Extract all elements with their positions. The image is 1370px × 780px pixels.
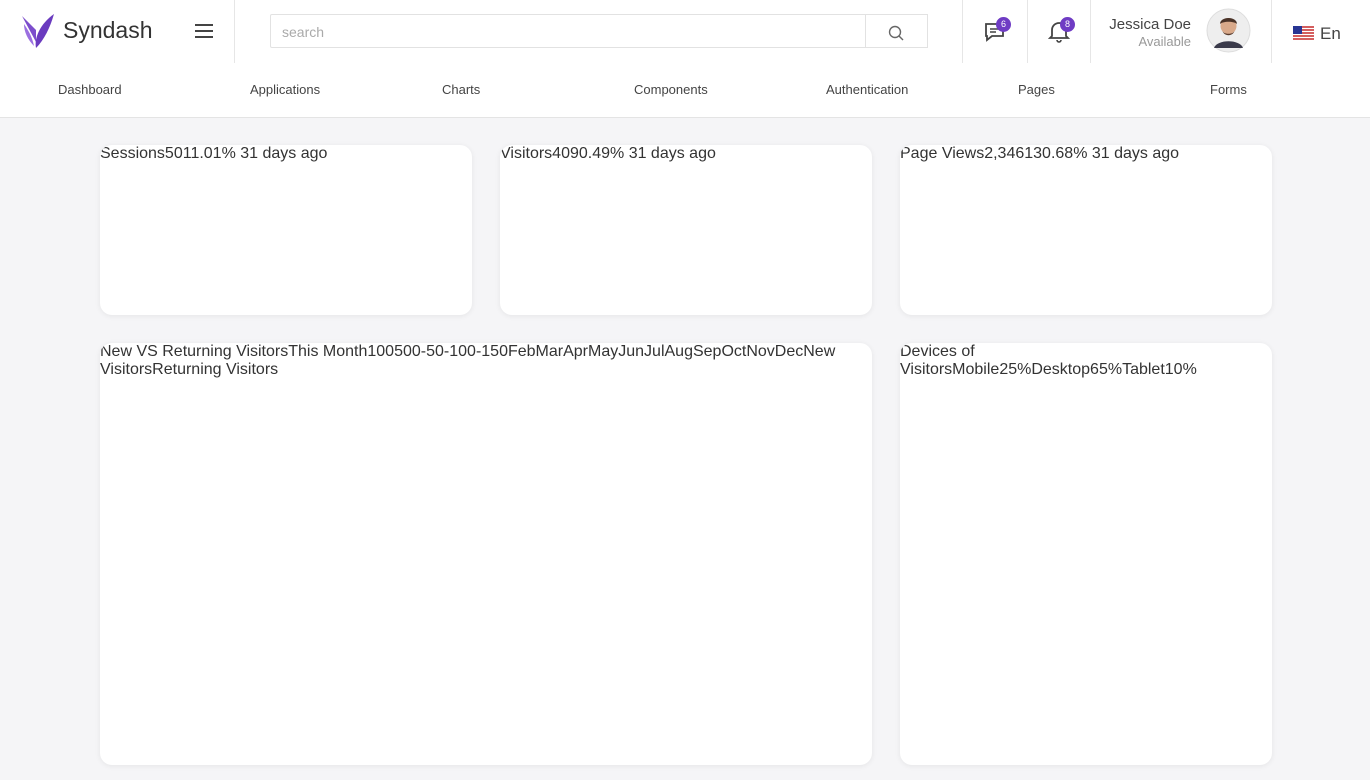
divider [962, 0, 963, 63]
nav-item[interactable]: Forms [1180, 63, 1350, 117]
legend-label: New Visitors [100, 343, 836, 378]
card-canvas: New VS Returning VisitorsThis Month10050… [100, 343, 872, 379]
device-value: 65% [1090, 361, 1123, 378]
stat-label: Sessions [100, 145, 165, 162]
stat-value: 501 [164, 145, 191, 162]
stat-change: 130.68% 31 days ago [1024, 145, 1180, 162]
nav-item[interactable]: Pages [988, 63, 1158, 117]
stat-value: 409 [552, 145, 579, 162]
nav-label: Dashboard [58, 82, 122, 97]
y-tick-label: -150 [475, 343, 508, 360]
x-tick-label: Oct [721, 343, 747, 360]
device-label: Mobile [952, 361, 1000, 378]
flag[interactable] [1293, 26, 1314, 41]
card-canvas: Page Views2,346130.68% 31 days ago [900, 145, 1179, 163]
nav-bar: Dashboard Applications Charts Components Aut… [0, 63, 1370, 118]
logo [22, 14, 54, 48]
chart-card: Devices of VisitorsMobile25%Desktop65%Ta… [900, 343, 1272, 765]
chart-title: New VS Returning Visitors [100, 343, 289, 360]
brand: Syndash [63, 17, 153, 43]
stat-change: 0.49% 31 days ago [578, 145, 716, 162]
nav-label: Authentication [826, 82, 909, 97]
chart-title: Devices of Visitors [900, 343, 975, 378]
messages-badge: 6 [996, 17, 1011, 32]
device-label: Tablet [1122, 361, 1165, 378]
divider [1090, 0, 1091, 63]
stat-label: Visitors [500, 145, 553, 162]
stat-card: Page Views2,346130.68% 31 days ago [900, 145, 1272, 315]
nav-item[interactable]: Applications [220, 63, 390, 117]
divider [234, 0, 235, 63]
menu-button[interactable] [194, 22, 214, 40]
header: Syndash search 6 8 Jessica Doe Available… [0, 0, 1370, 64]
chart-card: New VS Returning VisitorsThis Month10050… [100, 343, 872, 765]
x-tick-label: Mar [535, 343, 564, 360]
x-tick-label: Nov [746, 343, 775, 360]
legend-label: Returning Visitors [152, 361, 279, 378]
nav-item[interactable]: Components [604, 63, 774, 117]
language[interactable]: En [1320, 24, 1341, 43]
stat-card: Sessions5011.01% 31 days ago [100, 145, 472, 315]
nav-label: Charts [442, 82, 481, 97]
user-status: Available [1138, 34, 1191, 49]
nav-item[interactable]: Charts [412, 63, 582, 117]
card-canvas: Devices of VisitorsMobile25%Desktop65%Ta… [900, 343, 1272, 379]
stat-value: 2,346 [984, 145, 1025, 162]
nav-item[interactable]: Dashboard [28, 63, 198, 117]
x-tick-label: Feb [507, 343, 536, 360]
divider [1271, 0, 1272, 63]
filter-label[interactable]: This Month [288, 343, 368, 360]
nav-label: Pages [1018, 82, 1055, 97]
card-canvas: Visitors4090.49% 31 days ago [500, 145, 716, 163]
y-tick-label: 0 [411, 343, 421, 360]
nav-item[interactable]: Authentication [796, 63, 966, 117]
x-tick-label: Dec [774, 343, 804, 360]
y-tick-label: 100 [367, 343, 395, 360]
x-tick-label: Sep [692, 343, 722, 360]
x-tick-label: Jul [644, 343, 665, 360]
stat-label: Page Views [900, 145, 985, 162]
notifications-badge: 8 [1060, 17, 1075, 32]
search-button[interactable] [866, 14, 928, 48]
device-label: Desktop [1031, 361, 1091, 378]
stat-card: Visitors4090.49% 31 days ago [500, 145, 872, 315]
x-tick-label: Jun [618, 343, 645, 360]
divider [1027, 0, 1028, 63]
x-tick-label: May [588, 343, 619, 360]
nav-label: Forms [1210, 82, 1247, 97]
nav-label: Applications [250, 82, 321, 97]
x-tick-label: Aug [664, 343, 693, 360]
device-value: 10% [1164, 361, 1197, 378]
nav-label: Components [634, 82, 708, 97]
x-tick-label: Apr [563, 343, 589, 360]
y-tick-label: -50 [420, 343, 444, 360]
avatar[interactable] [1206, 8, 1251, 53]
stat-change: 1.01% 31 days ago [190, 145, 328, 162]
user-name: Jessica Doe [1109, 16, 1191, 33]
search-input[interactable]: search [270, 14, 866, 48]
device-value: 25% [999, 361, 1032, 378]
y-tick-label: 50 [394, 343, 412, 360]
y-tick-label: -100 [443, 343, 476, 360]
card-canvas: Sessions5011.01% 31 days ago [100, 145, 327, 163]
